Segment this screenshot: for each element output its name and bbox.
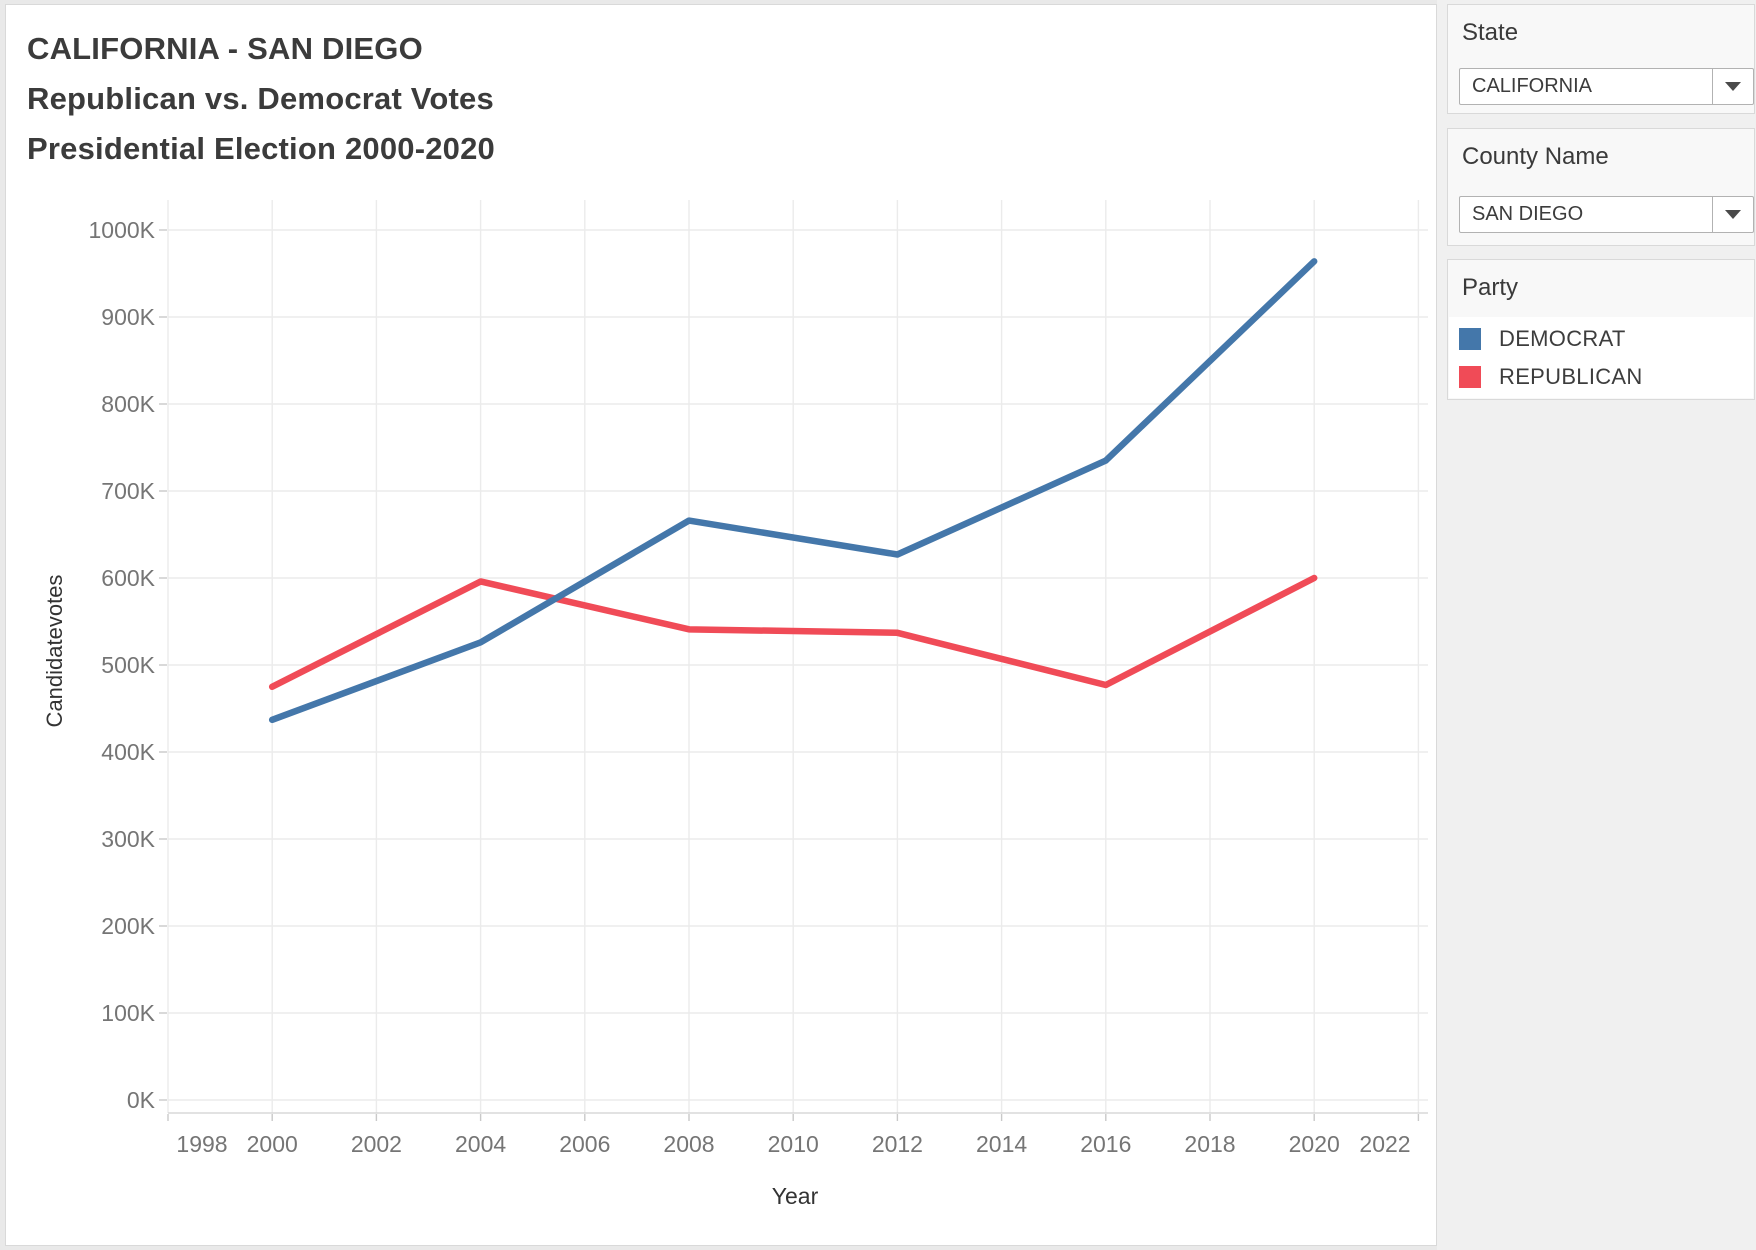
y-tick-label: 500K [101, 652, 155, 678]
legend-items: DEMOCRAT REPUBLICAN [1449, 317, 1753, 398]
county-dropdown-value: SAN DIEGO [1472, 203, 1584, 225]
x-axis-title: Year [771, 1183, 819, 1209]
county-filter-label: County Name [1462, 143, 1609, 170]
x-tick-label: 2000 [247, 1131, 298, 1157]
x-tick-label: 2010 [768, 1131, 819, 1157]
party-legend-title: Party [1462, 274, 1519, 301]
county-filter-panel: County Name SAN DIEGO [1447, 128, 1755, 246]
chart-title-line3: Presidential Election 2000-2020 [27, 131, 495, 166]
series-line-republican[interactable] [268, 574, 1318, 690]
county-dropdown[interactable]: SAN DIEGO [1459, 196, 1754, 233]
x-tick-label: 2014 [976, 1131, 1027, 1157]
x-tick-label: 2018 [1184, 1131, 1235, 1157]
x-tick-label: 2004 [455, 1131, 506, 1157]
x-tick-label: 1998 [176, 1131, 227, 1157]
state-filter-panel: State CALIFORNIA [1447, 4, 1755, 114]
x-tick-label: 2022 [1359, 1131, 1410, 1157]
y-tick-label: 400K [101, 739, 155, 765]
caret-down-icon[interactable] [1712, 69, 1753, 104]
chart-title-line1: CALIFORNIA - SAN DIEGO [27, 31, 423, 66]
y-tick-label: 900K [101, 304, 155, 330]
x-tick-label: 2006 [559, 1131, 610, 1157]
chart-title-line2: Republican vs. Democrat Votes [27, 81, 494, 116]
x-tick-label: 2002 [351, 1131, 402, 1157]
legend-item-label: DEMOCRAT [1499, 326, 1626, 351]
x-tick-label: 2020 [1289, 1131, 1340, 1157]
y-tick-label: 0K [127, 1087, 156, 1113]
line-chart: 0K 100K 200K 300K 400K 500K 600K 700K 800K 900K 10… [88, 217, 1428, 1157]
caret-down-icon[interactable] [1712, 197, 1753, 232]
legend-item-republican[interactable]: REPUBLICAN [1459, 363, 1643, 391]
x-tick-label: 2016 [1080, 1131, 1131, 1157]
state-filter-label: State [1462, 19, 1519, 46]
y-tick-label: 700K [101, 478, 155, 504]
party-legend-panel: Party DEMOCRAT REPUBLICAN [1447, 259, 1755, 400]
legend-item-label: REPUBLICAN [1499, 364, 1643, 389]
series-line-democrat[interactable] [268, 258, 1318, 724]
democrat-color-swatch [1459, 328, 1481, 350]
state-dropdown-value: CALIFORNIA [1472, 75, 1593, 97]
x-tick-label: 2008 [663, 1131, 714, 1157]
legend-item-democrat[interactable]: DEMOCRAT [1459, 325, 1626, 353]
y-tick-label: 1000K [88, 217, 155, 243]
y-tick-label: 200K [101, 913, 155, 939]
y-tick-label: 300K [101, 826, 155, 852]
chart-title: CALIFORNIA - SAN DIEGO Republican vs. De… [27, 24, 495, 174]
state-dropdown[interactable]: CALIFORNIA [1459, 68, 1754, 105]
sidebar: State CALIFORNIA County Name SAN DIEGO P… [1437, 0, 1756, 1250]
republican-color-swatch [1459, 366, 1481, 388]
y-tick-label: 600K [101, 565, 155, 591]
y-tick-label: 800K [101, 391, 155, 417]
chart-card [5, 4, 1437, 1246]
y-tick-label: 100K [101, 1000, 155, 1026]
y-axis-title: Candidatevotes [42, 574, 67, 728]
x-tick-label: 2012 [872, 1131, 923, 1157]
